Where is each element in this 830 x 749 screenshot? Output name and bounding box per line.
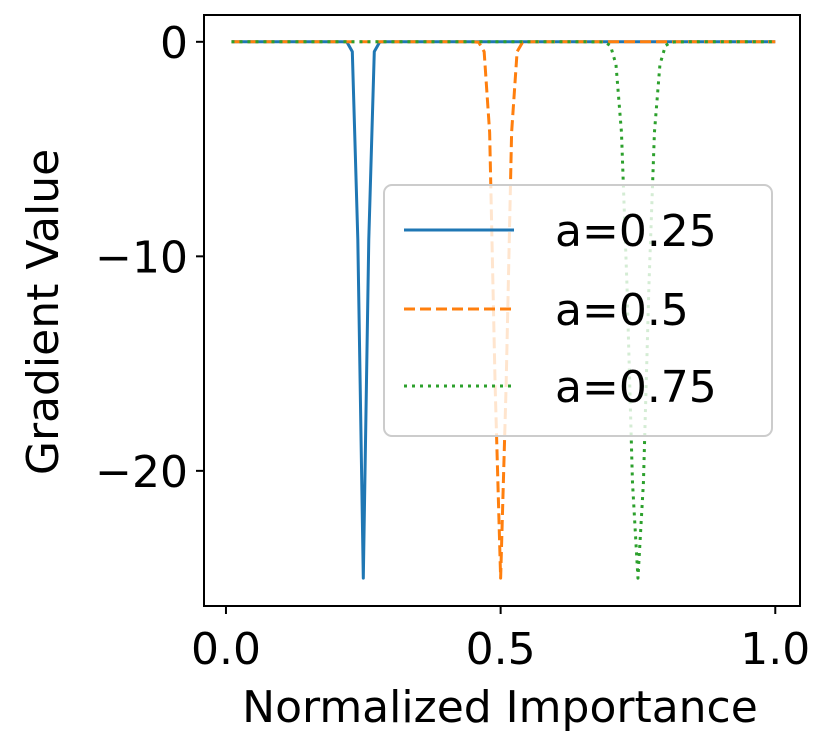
tick-layer: 0.0 0.5 1.0 0 −10 −20 <box>95 18 810 675</box>
x-axis-label: Normalized Importance <box>242 682 758 733</box>
y-tick-label: −20 <box>95 447 188 498</box>
legend-label-a025: a=0.25 <box>555 206 717 257</box>
legend-frame <box>383 184 773 437</box>
legend: a=0.25 a=0.5 a=0.75 <box>383 184 773 437</box>
series-layer <box>231 40 776 580</box>
y-tick-label: 0 <box>160 18 188 69</box>
y-tick-label: −10 <box>95 232 188 283</box>
legend-label-a075: a=0.75 <box>555 362 717 413</box>
y-axis-label: Gradient Value <box>18 149 69 475</box>
series-line-a-0-75 <box>231 40 776 580</box>
x-tick-label: 0.0 <box>191 624 261 675</box>
x-tick-label: 0.5 <box>466 624 536 675</box>
x-tick-label: 1.0 <box>740 624 810 675</box>
legend-label-a05: a=0.5 <box>555 285 689 336</box>
